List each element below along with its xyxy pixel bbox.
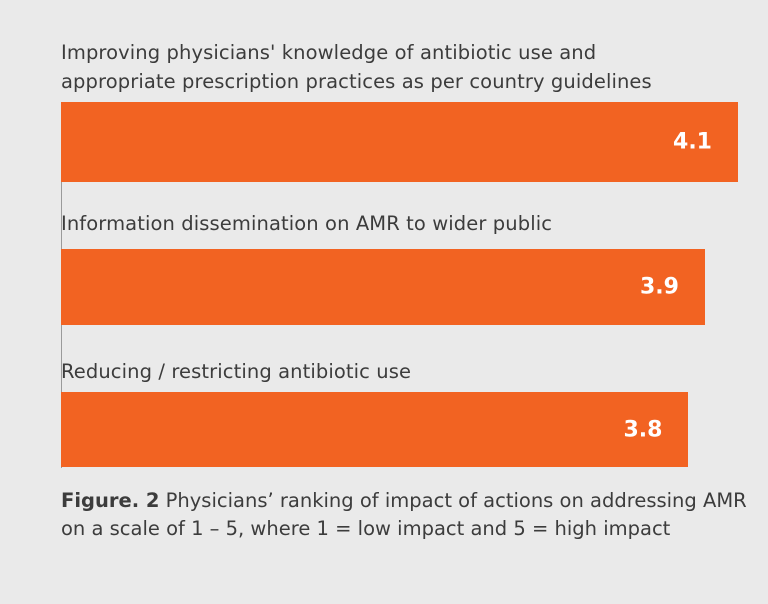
- bar-category-label: Reducing / restricting antibiotic use: [61, 360, 412, 383]
- bar: 3.8: [61, 392, 689, 467]
- bar-category-label: Information dissemination on AMR to wide…: [61, 212, 553, 235]
- caption-text: Physicians’ ranking of impact of actions…: [61, 489, 747, 540]
- bar-value-label: 3.9: [639, 274, 679, 300]
- caption-prefix: Figure. 2: [61, 489, 160, 512]
- figure-caption: Figure. 2 Physicians’ ranking of impact …: [61, 487, 751, 543]
- bar-value-label: 4.1: [673, 129, 712, 155]
- bar-chart: Improving physicians' knowledge of antib…: [61, 41, 738, 468]
- bar: 4.1: [61, 102, 738, 182]
- bar-category-label: Improving physicians' knowledge of antib…: [61, 41, 652, 93]
- bar: 3.9: [61, 249, 705, 325]
- bar-value-label: 3.8: [623, 417, 663, 442]
